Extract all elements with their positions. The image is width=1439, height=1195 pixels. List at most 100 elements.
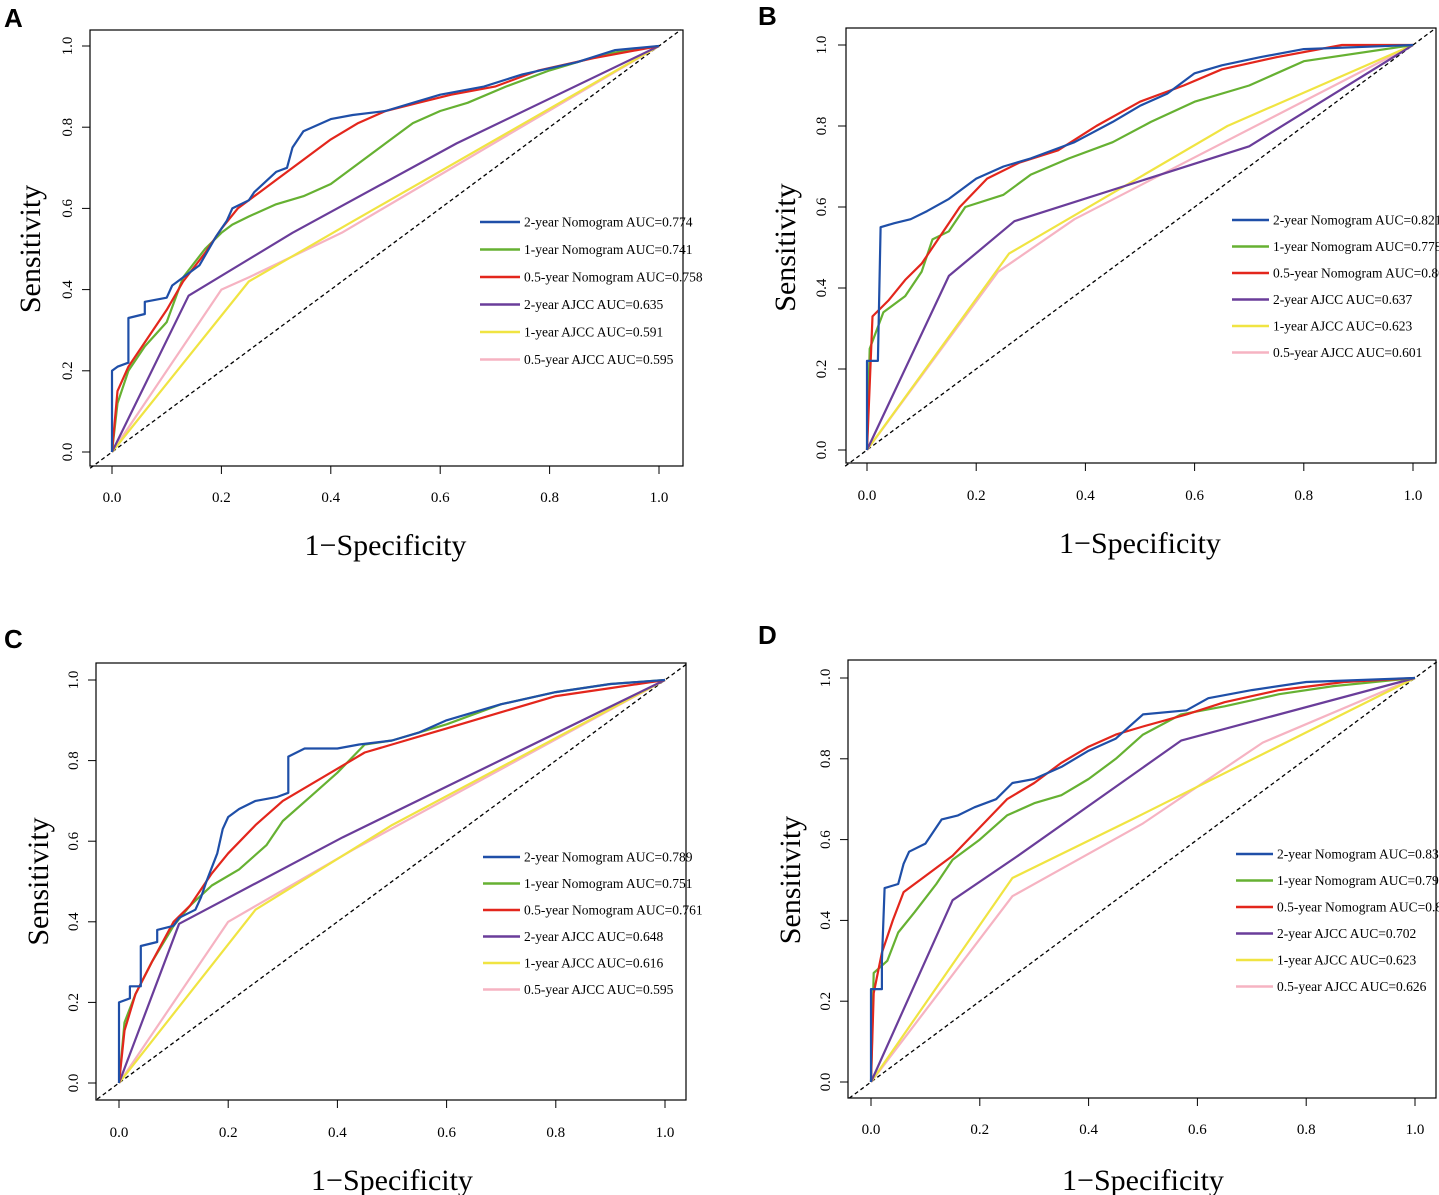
- x-tick-label: 0.6: [437, 1125, 456, 1141]
- legend-label: 0.5-year AJCC AUC=0.601: [1273, 345, 1422, 360]
- roc-curve-series-6: [118, 679, 666, 1084]
- y-axis-title: Sensitivity: [14, 185, 47, 313]
- legend-label: 2-year AJCC AUC=0.648: [524, 929, 663, 944]
- roc-panel-d: D 0.0 0.2 0.4 0.6 0.8 1.0 0.0 0.2 0.4 0.6 0.8 1.0 1−S…: [758, 620, 1439, 1195]
- y-tick-label: 1.0: [814, 36, 830, 55]
- x-tick-label: 0.6: [431, 490, 450, 506]
- reference-diagonal-line: [848, 661, 1438, 1099]
- roc-panel-b: B 0.0 0.2 0.4 0.6 0.8 1.0 0.0 0.2 0.4 0.6 0.8 1.0 1−S…: [758, 1, 1439, 560]
- x-tick-label: 0.2: [219, 1125, 238, 1141]
- x-tick-label: 1.0: [650, 490, 669, 506]
- legend-label: 1-year AJCC AUC=0.623: [1273, 319, 1412, 334]
- x-tick-label: 0.2: [970, 1122, 989, 1138]
- y-tick-label: 0.8: [814, 117, 830, 136]
- roc-curve-series-3: [110, 44, 660, 453]
- legend-label: 2-year Nomogram AUC=0.774: [524, 215, 693, 230]
- roc-curve-series-2: [869, 676, 1416, 1083]
- y-tick-label: 0.4: [60, 280, 76, 299]
- roc-curve-series-1: [869, 676, 1416, 1082]
- y-tick-label: 0.8: [66, 751, 82, 770]
- x-tick-label: 0.8: [1297, 1122, 1316, 1138]
- y-tick-label: 0.2: [66, 993, 82, 1012]
- roc-curve-series-4: [117, 679, 666, 1084]
- y-tick-label: 0.4: [814, 278, 830, 297]
- legend-label: 0.5-year AJCC AUC=0.626: [1277, 979, 1427, 994]
- y-tick-label: 0.0: [60, 443, 76, 462]
- x-tick-label: 1.0: [656, 1125, 675, 1141]
- x-tick-label: 0.0: [862, 1122, 881, 1138]
- roc-curve-series-6: [111, 45, 660, 453]
- panel-letter: A: [4, 3, 23, 33]
- panel-letter: D: [758, 620, 777, 650]
- y-tick-label: 0.2: [818, 992, 834, 1011]
- legend-label: 2-year Nomogram AUC=0.821: [1273, 213, 1439, 228]
- x-axis-title: 1−Specificity: [1062, 1164, 1224, 1195]
- plot-frame: [89, 29, 684, 467]
- x-tick-label: 0.0: [110, 1125, 129, 1141]
- y-tick-label: 1.0: [66, 671, 82, 690]
- x-tick-label: 0.6: [1188, 1122, 1207, 1138]
- y-tick-label: 0.6: [814, 197, 830, 216]
- y-axis-title: Sensitivity: [22, 817, 55, 945]
- legend-label: 1-year AJCC AUC=0.623: [1277, 953, 1416, 968]
- legend-label: 1-year AJCC AUC=0.616: [524, 956, 663, 971]
- y-axis-title: Sensitivity: [774, 816, 807, 944]
- roc-curve-series-1: [117, 678, 666, 1083]
- x-tick-label: 0.8: [1294, 488, 1313, 504]
- legend-label: 1-year Nomogram AUC=0.751: [524, 876, 692, 891]
- y-tick-label: 0.2: [60, 361, 76, 380]
- x-tick-label: 0.4: [321, 490, 340, 506]
- x-tick-label: 0.8: [546, 1125, 565, 1141]
- x-axis-title: 1−Specificity: [305, 529, 467, 562]
- x-axis-title: 1−Specificity: [1059, 527, 1221, 560]
- legend: 2-year Nomogram AUC=0.834 1-year Nomogram…: [1236, 847, 1439, 994]
- roc-curve-series-4: [111, 45, 660, 453]
- x-tick-label: 0.6: [1185, 488, 1204, 504]
- roc-panel-c: C 0.0 0.2 0.4 0.6 0.8 1.0 0.0 0.2 0.4 0.6 0.8 1.0 1−S…: [4, 624, 703, 1195]
- legend-label: 1-year Nomogram AUC=0.778: [1273, 239, 1439, 254]
- y-tick-label: 0.6: [66, 831, 82, 850]
- legend-label: 0.5-year AJCC AUC=0.595: [524, 982, 674, 997]
- plot-frame: [847, 659, 1437, 1099]
- x-tick-label: 1.0: [1406, 1122, 1425, 1138]
- x-tick-label: 0.2: [967, 488, 986, 504]
- y-tick-label: 0.0: [818, 1073, 834, 1092]
- legend-label: 0.5-year Nomogram AUC=0.815: [1277, 900, 1439, 915]
- legend-label: 2-year Nomogram AUC=0.789: [524, 850, 693, 865]
- x-tick-label: 0.4: [1079, 1122, 1098, 1138]
- reference-diagonal-line: [96, 663, 688, 1100]
- legend-label: 1-year Nomogram AUC=0.792: [1277, 873, 1439, 888]
- y-tick-label: 0.4: [66, 912, 82, 931]
- x-tick-label: 0.4: [328, 1125, 347, 1141]
- y-tick-label: 0.2: [814, 360, 830, 379]
- legend-label: 0.5-year Nomogram AUC=0.802: [1273, 266, 1439, 281]
- roc-panel-a: A 0.0 0.2 0.4 0.6 0.8 1.0 0.0 0.2 0.4 0.6 0.8 1.0 1−S…: [4, 3, 703, 562]
- panel-letter: B: [758, 1, 777, 31]
- reference-diagonal-line: [89, 29, 682, 469]
- legend-label: 1-year Nomogram AUC=0.741: [524, 242, 692, 257]
- panel-letter: C: [4, 624, 23, 654]
- y-tick-label: 0.8: [60, 118, 76, 137]
- reference-diagonal-line: [844, 28, 1436, 467]
- legend-label: 2-year Nomogram AUC=0.834: [1277, 847, 1439, 862]
- legend-label: 0.5-year Nomogram AUC=0.758: [524, 270, 703, 285]
- x-tick-label: 0.0: [858, 488, 877, 504]
- legend-label: 0.5-year AJCC AUC=0.595: [524, 352, 674, 367]
- roc-curve-series-5: [870, 677, 1416, 1083]
- legend-label: 2-year AJCC AUC=0.702: [1277, 926, 1416, 941]
- y-tick-label: 1.0: [60, 37, 76, 56]
- roc-curve-series-5: [111, 45, 660, 453]
- x-tick-label: 0.2: [212, 490, 231, 506]
- roc-curve-series-3: [865, 43, 1413, 451]
- y-axis-title: Sensitivity: [769, 183, 802, 311]
- roc-curve-series-1: [865, 43, 1414, 450]
- y-tick-label: 0.6: [818, 830, 834, 849]
- roc-curve-series-3: [117, 678, 666, 1084]
- legend: 2-year Nomogram AUC=0.774 1-year Nomogram…: [480, 215, 703, 367]
- roc-curve-series-5: [866, 43, 1414, 451]
- y-tick-label: 1.0: [818, 669, 834, 688]
- legend-label: 1-year AJCC AUC=0.591: [524, 325, 663, 340]
- x-tick-label: 1.0: [1404, 488, 1423, 504]
- legend-label: 2-year AJCC AUC=0.635: [524, 297, 663, 312]
- x-tick-label: 0.8: [540, 490, 559, 506]
